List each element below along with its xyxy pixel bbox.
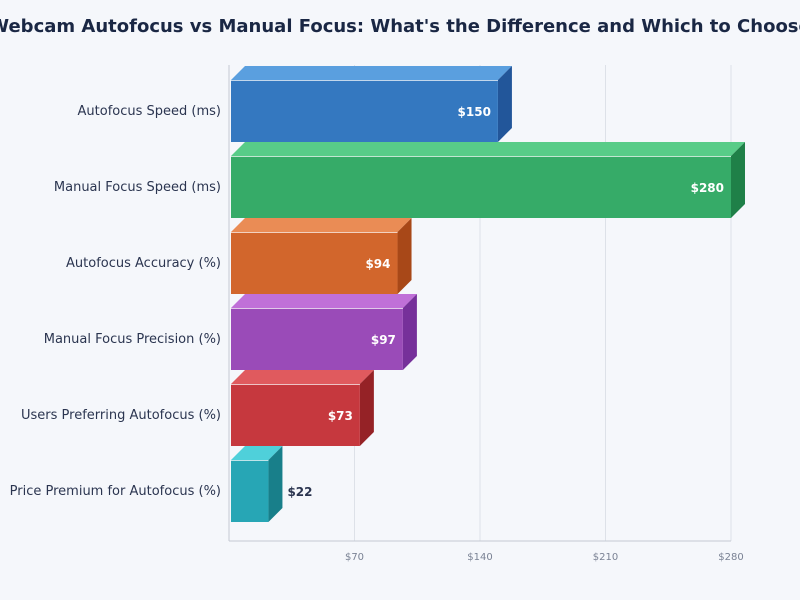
bar-side bbox=[397, 218, 412, 294]
bar-side bbox=[731, 142, 745, 218]
bar-side bbox=[402, 294, 417, 370]
bar-side bbox=[497, 66, 512, 142]
data-label: $97 bbox=[371, 333, 396, 347]
data-label: $22 bbox=[287, 485, 312, 499]
x-tick-label: $280 bbox=[718, 552, 743, 563]
bar-top bbox=[231, 66, 512, 80]
bar-top bbox=[231, 446, 283, 460]
bar bbox=[231, 460, 269, 522]
x-tick-label: $70 bbox=[345, 552, 364, 563]
bar-side bbox=[359, 370, 374, 446]
x-tick-label: $210 bbox=[593, 552, 618, 563]
bar-top bbox=[231, 294, 417, 308]
bar bbox=[231, 384, 360, 446]
bar bbox=[231, 80, 498, 142]
category-label: Manual Focus Precision (%) bbox=[44, 332, 221, 347]
bar bbox=[231, 308, 403, 370]
bar-side bbox=[268, 446, 283, 522]
category-label: Users Preferring Autofocus (%) bbox=[21, 408, 221, 423]
data-label: $280 bbox=[691, 181, 724, 195]
data-label: $94 bbox=[365, 257, 390, 271]
category-label: Manual Focus Speed (ms) bbox=[54, 180, 221, 195]
bar bbox=[231, 232, 398, 294]
category-label: Autofocus Accuracy (%) bbox=[66, 256, 221, 271]
category-label: Price Premium for Autofocus (%) bbox=[10, 484, 221, 499]
bar-top bbox=[231, 370, 374, 384]
category-label: Autofocus Speed (ms) bbox=[78, 104, 221, 119]
bar-top bbox=[231, 142, 745, 156]
data-label: $150 bbox=[458, 105, 491, 119]
bar-top bbox=[231, 218, 412, 232]
x-tick-label: $140 bbox=[467, 552, 492, 563]
chart-title: Webcam Autofocus vs Manual Focus: What's… bbox=[0, 16, 800, 37]
data-label: $73 bbox=[328, 409, 353, 423]
bar bbox=[231, 156, 731, 218]
